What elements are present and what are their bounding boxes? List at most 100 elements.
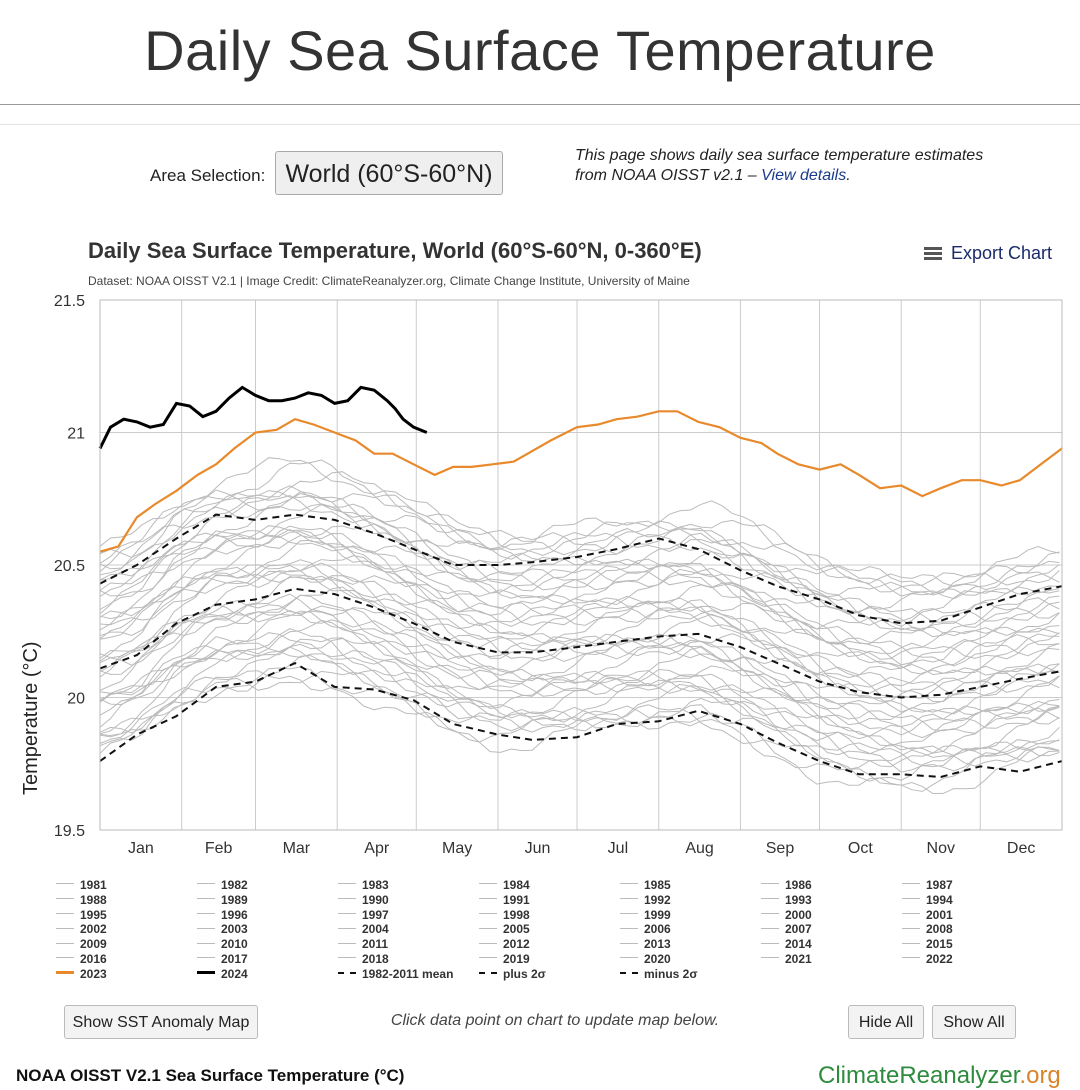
series-line-1982-2011-mean[interactable] xyxy=(99,587,1063,699)
legend-item-2002[interactable]: 2002 xyxy=(56,922,107,936)
legend-item-2014[interactable]: 2014 xyxy=(761,937,812,951)
series-line-1982[interactable] xyxy=(99,670,1060,792)
series-line-2006[interactable] xyxy=(99,539,1060,660)
legend-item-1992[interactable]: 1992 xyxy=(620,893,671,907)
series-line-2015[interactable] xyxy=(99,495,1060,630)
legend-item-2023[interactable]: 2023 xyxy=(56,967,107,981)
legend-item-2004[interactable]: 2004 xyxy=(338,922,389,936)
show-all-button[interactable]: Show All xyxy=(932,1005,1016,1039)
series-line-2022[interactable] xyxy=(99,457,1060,594)
legend-item-2006[interactable]: 2006 xyxy=(620,922,671,936)
legend-item-1990[interactable]: 1990 xyxy=(338,893,389,907)
legend-item-2015[interactable]: 2015 xyxy=(902,937,953,951)
area-selection-dropdown[interactable]: World (60°S-60°N) xyxy=(275,151,503,195)
series-line-2013[interactable] xyxy=(99,504,1060,626)
series-line-1985[interactable] xyxy=(99,646,1060,772)
legend-label: 2001 xyxy=(926,907,953,922)
series-line-2024[interactable] xyxy=(98,385,428,450)
legend-item-1982-2011-mean[interactable]: 1982-2011 mean xyxy=(338,967,453,981)
series-line-1999[interactable] xyxy=(99,575,1060,697)
series-line-2023[interactable] xyxy=(99,410,1063,553)
sst-chart[interactable]: Daily Sea Surface Temperature, World (60… xyxy=(0,230,1080,870)
series-line-2000[interactable] xyxy=(99,570,1060,703)
legend-item-1995[interactable]: 1995 xyxy=(56,908,107,922)
series-line-1998[interactable] xyxy=(99,586,1060,702)
legend-item-2016[interactable]: 2016 xyxy=(56,952,107,966)
legend-item-2018[interactable]: 2018 xyxy=(338,952,389,966)
legend-item-1982[interactable]: 1982 xyxy=(197,878,248,892)
series-line-1997[interactable] xyxy=(99,600,1060,713)
legend-item-2020[interactable]: 2020 xyxy=(620,952,671,966)
legend-item-2003[interactable]: 2003 xyxy=(197,922,248,936)
legend-item-2008[interactable]: 2008 xyxy=(902,922,953,936)
series-line-2001[interactable] xyxy=(99,574,1060,699)
series-line-1996[interactable] xyxy=(99,593,1060,715)
brand-tld: .org xyxy=(1019,1062,1061,1089)
series-line-2002[interactable] xyxy=(99,562,1060,694)
legend-item-2011[interactable]: 2011 xyxy=(338,937,388,951)
view-details-link[interactable]: View details xyxy=(761,167,847,184)
legend-label: 2006 xyxy=(644,922,671,937)
y-tick-label: 21 xyxy=(67,426,85,443)
series-line-2017[interactable] xyxy=(99,491,1060,614)
legend-item-1988[interactable]: 1988 xyxy=(56,893,107,907)
legend-item-1986[interactable]: 1986 xyxy=(761,878,812,892)
series-line-1992[interactable] xyxy=(99,610,1060,734)
legend-item-2021[interactable]: 2021 xyxy=(761,952,812,966)
legend-item-1991[interactable]: 1991 xyxy=(479,893,530,907)
legend-item-1989[interactable]: 1989 xyxy=(197,893,248,907)
legend-item-2001[interactable]: 2001 xyxy=(902,908,953,922)
series-line-1995[interactable] xyxy=(99,594,1060,726)
series-line-2004[interactable] xyxy=(99,564,1060,675)
series-line-1994[interactable] xyxy=(99,605,1060,736)
legend-item-1987[interactable]: 1987 xyxy=(902,878,953,892)
legend-item-1981[interactable]: 1981 xyxy=(56,878,107,892)
legend-item-1996[interactable]: 1996 xyxy=(197,908,248,922)
legend-item-plus-2-[interactable]: plus 2σ xyxy=(479,967,546,981)
legend-item-1998[interactable]: 1998 xyxy=(479,908,530,922)
legend-item-1984[interactable]: 1984 xyxy=(479,878,530,892)
series-line-2018[interactable] xyxy=(99,485,1060,600)
legend-item-1999[interactable]: 1999 xyxy=(620,908,671,922)
legend-item-2009[interactable]: 2009 xyxy=(56,937,107,951)
series-line-1990[interactable] xyxy=(99,636,1060,747)
hide-all-button[interactable]: Hide All xyxy=(848,1005,924,1039)
legend-item-2005[interactable]: 2005 xyxy=(479,922,530,936)
series-line-1987[interactable] xyxy=(99,637,1060,768)
legend-item-1985[interactable]: 1985 xyxy=(620,878,671,892)
export-chart-button[interactable]: Export Chart xyxy=(924,243,1052,263)
series-line-1986[interactable] xyxy=(99,649,1060,773)
series-line-2021[interactable] xyxy=(99,459,1060,591)
series-line-minus-2-[interactable] xyxy=(99,661,1063,779)
legend-item-2012[interactable]: 2012 xyxy=(479,937,530,951)
legend-swatch xyxy=(761,898,779,900)
series-line-2007[interactable] xyxy=(99,528,1060,667)
series-line-2016[interactable] xyxy=(99,497,1060,627)
series-line-2005[interactable] xyxy=(99,555,1060,669)
legend-item-2010[interactable]: 2010 xyxy=(197,937,248,951)
legend-item-1983[interactable]: 1983 xyxy=(338,878,389,892)
legend-item-2007[interactable]: 2007 xyxy=(761,922,812,936)
legend-item-1997[interactable]: 1997 xyxy=(338,908,389,922)
legend-item-2024[interactable]: 2024 xyxy=(197,967,248,981)
legend-item-1993[interactable]: 1993 xyxy=(761,893,812,907)
legend-item-2022[interactable]: 2022 xyxy=(902,952,953,966)
legend-item-2019[interactable]: 2019 xyxy=(479,952,530,966)
legend-item-2017[interactable]: 2017 xyxy=(197,952,248,966)
show-sst-anomaly-map-button[interactable]: Show SST Anomaly Map xyxy=(64,1005,258,1039)
series-line-1983[interactable] xyxy=(99,670,1060,782)
series-line-2010[interactable] xyxy=(99,525,1060,645)
series-line-2020[interactable] xyxy=(99,471,1060,593)
series-line-1984[interactable] xyxy=(99,655,1060,770)
legend-item-1994[interactable]: 1994 xyxy=(902,893,953,907)
legend-item-2000[interactable]: 2000 xyxy=(761,908,812,922)
series-line-2012[interactable] xyxy=(99,523,1060,632)
series-line-plus-2-[interactable] xyxy=(99,513,1063,625)
series-line-2009[interactable] xyxy=(99,532,1060,660)
legend-swatch xyxy=(479,927,497,929)
series-line-2003[interactable] xyxy=(99,559,1060,679)
series-line-2014[interactable] xyxy=(99,493,1060,628)
legend-item-2013[interactable]: 2013 xyxy=(620,937,671,951)
series-line-2019[interactable] xyxy=(99,490,1060,597)
legend-item-minus-2-[interactable]: minus 2σ xyxy=(620,967,698,981)
